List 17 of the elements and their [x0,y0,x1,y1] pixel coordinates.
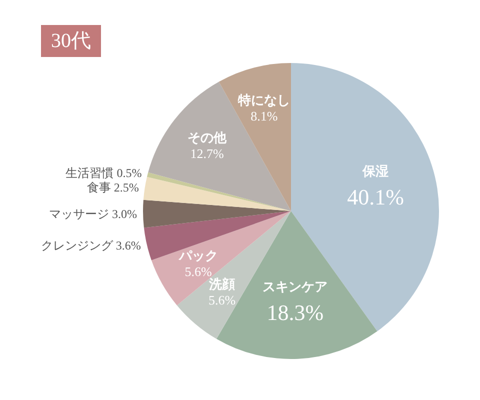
slice-label: 食事 2.5% [86,180,139,194]
slice-label: 特になし [237,92,290,108]
data-label: 40.1% [347,184,404,210]
data-label: 5.6% [184,264,212,280]
data-label: 5.6% [208,292,236,308]
slice-label: 保湿 [362,163,389,178]
slice-label: クレンジング 3.6% [40,238,141,253]
slice-label: マッサージ 3.0% [49,206,138,221]
data-label: 12.7% [190,146,224,161]
data-label: 18.3% [266,300,324,326]
slice-label: 洗顔 [208,276,236,292]
slice-label: スキンケア [262,279,328,294]
chart-title: 30代 [51,30,91,52]
slice-label: 生活習慣 0.5% [66,166,142,180]
slice-label: パック [178,248,218,264]
data-label: 8.1% [250,108,278,124]
slice-label: その他 [188,130,228,145]
